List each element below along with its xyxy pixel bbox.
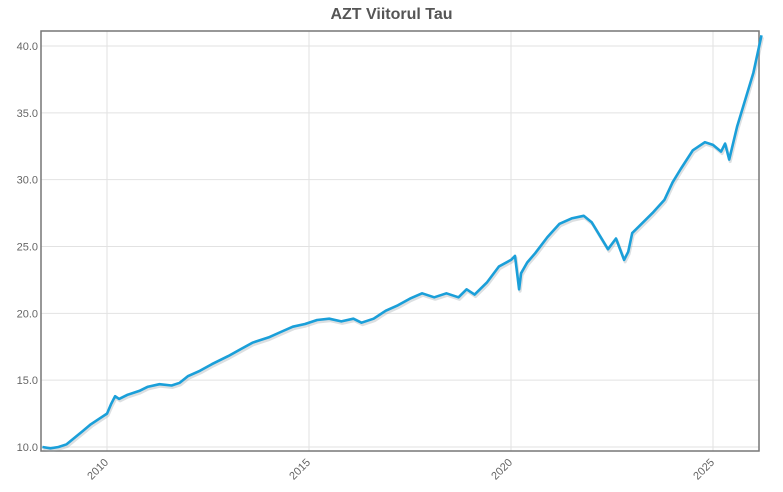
x-tick-label: 2025 [691, 457, 717, 483]
series-line-azt-viitorul-tau [42, 35, 763, 450]
y-tick-label: 35.0 [17, 108, 38, 120]
y-tick-label: 25.0 [17, 242, 38, 254]
gridlines [41, 31, 759, 451]
chart-title: AZT Viitorul Tau [330, 6, 453, 23]
series-line-shadow [43, 36, 764, 452]
data-series [42, 35, 764, 452]
x-tick-label: 2015 [287, 457, 313, 483]
x-tick-label: 2020 [489, 457, 515, 483]
y-tick-label: 20.0 [17, 308, 38, 320]
y-tick-label: 10.0 [17, 442, 38, 454]
y-tick-label: 40.0 [17, 41, 38, 53]
x-axis-ticks: 2010 2015 2020 2025 [85, 457, 717, 483]
y-tick-label: 15.0 [17, 375, 38, 387]
y-tick-label: 30.0 [17, 175, 38, 187]
y-axis-ticks: 10.0 15.0 20.0 25.0 30.0 35.0 40.0 [17, 41, 38, 454]
x-tick-label: 2010 [85, 457, 111, 483]
plot-frame [40, 30, 760, 452]
